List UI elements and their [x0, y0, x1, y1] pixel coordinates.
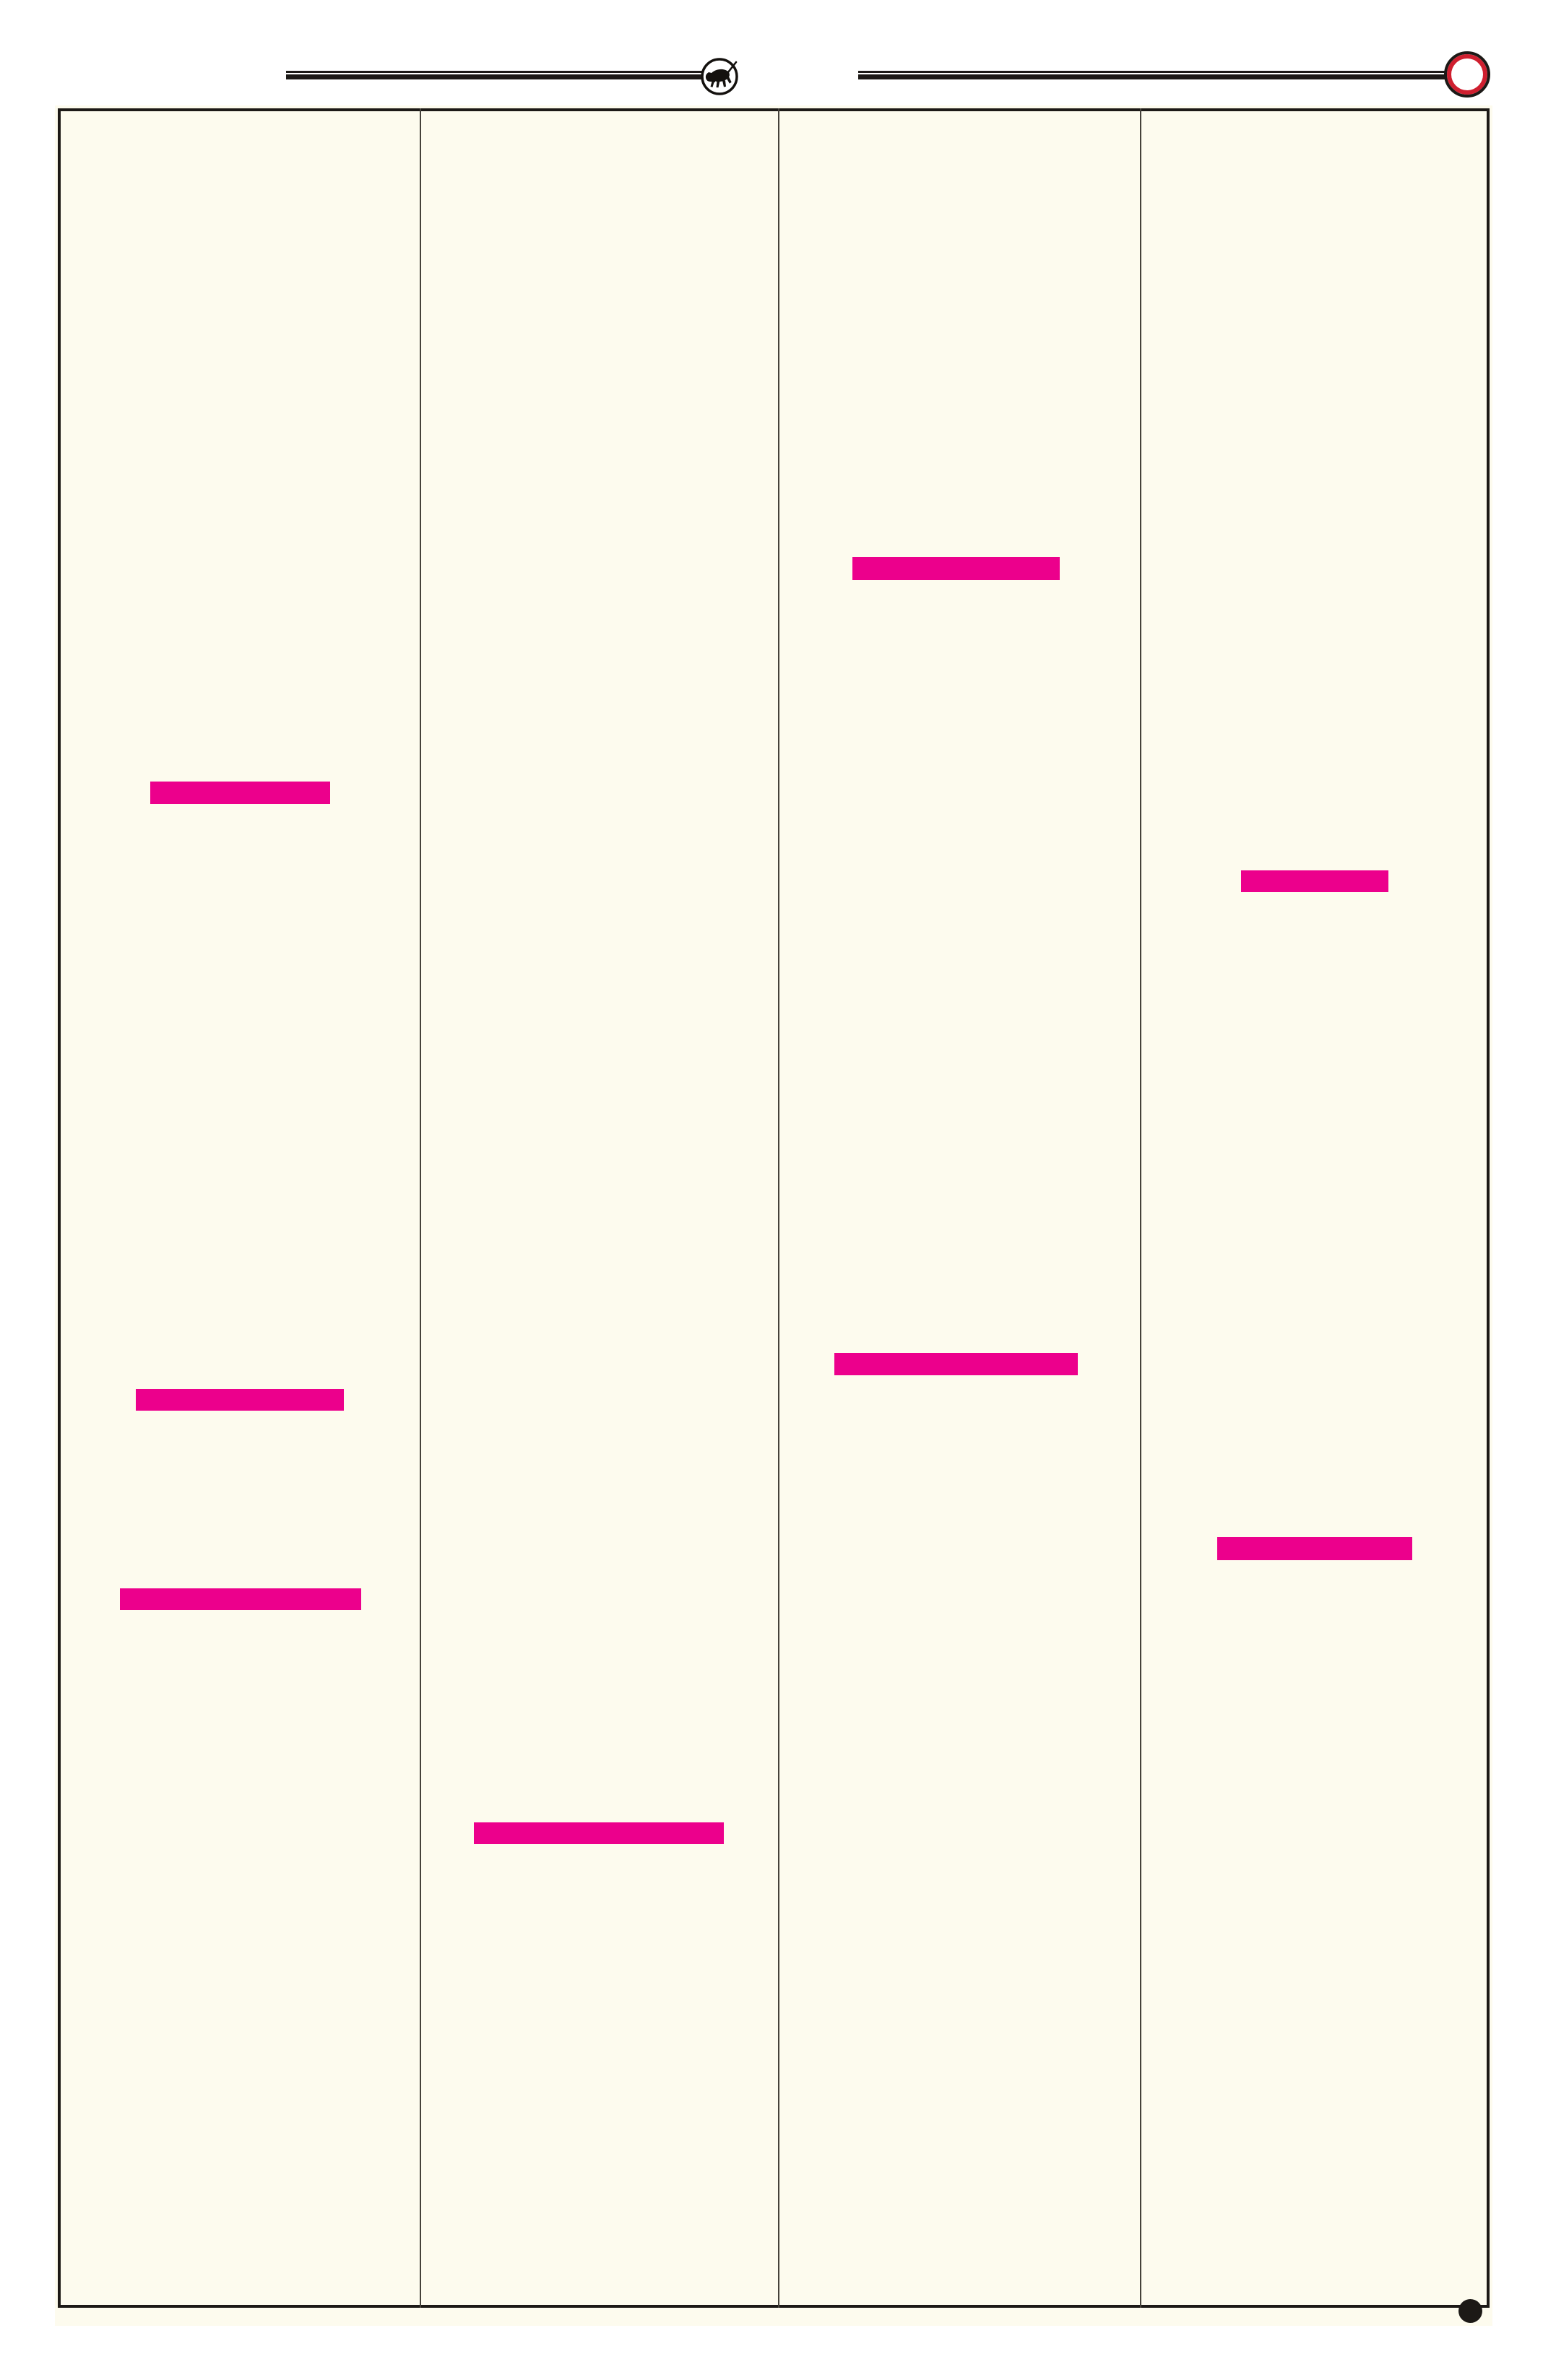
ring-pin-icon: [1444, 51, 1490, 98]
bull-icon: [701, 58, 738, 95]
highlight-bar-col3: [834, 1353, 1078, 1375]
highlight-bar-col4: [1241, 870, 1388, 892]
highlight-bar-col2: [474, 1822, 724, 1844]
highlight-bar-col1: [120, 1588, 361, 1610]
highlight-bar-col4: [1217, 1537, 1412, 1560]
corner-dot: [1458, 2299, 1482, 2323]
header-rule-left: [286, 71, 702, 79]
highlight-bar-col3: [852, 557, 1060, 580]
header-rule-right: [858, 71, 1445, 79]
column-grid-box: [58, 108, 1490, 2308]
column-divider: [420, 108, 421, 2308]
highlight-bar-col1: [150, 782, 330, 804]
paper-sheet: [55, 105, 1492, 2326]
highlight-bar-col1: [136, 1389, 344, 1411]
column-divider: [1140, 108, 1141, 2308]
column-divider: [778, 108, 779, 2308]
